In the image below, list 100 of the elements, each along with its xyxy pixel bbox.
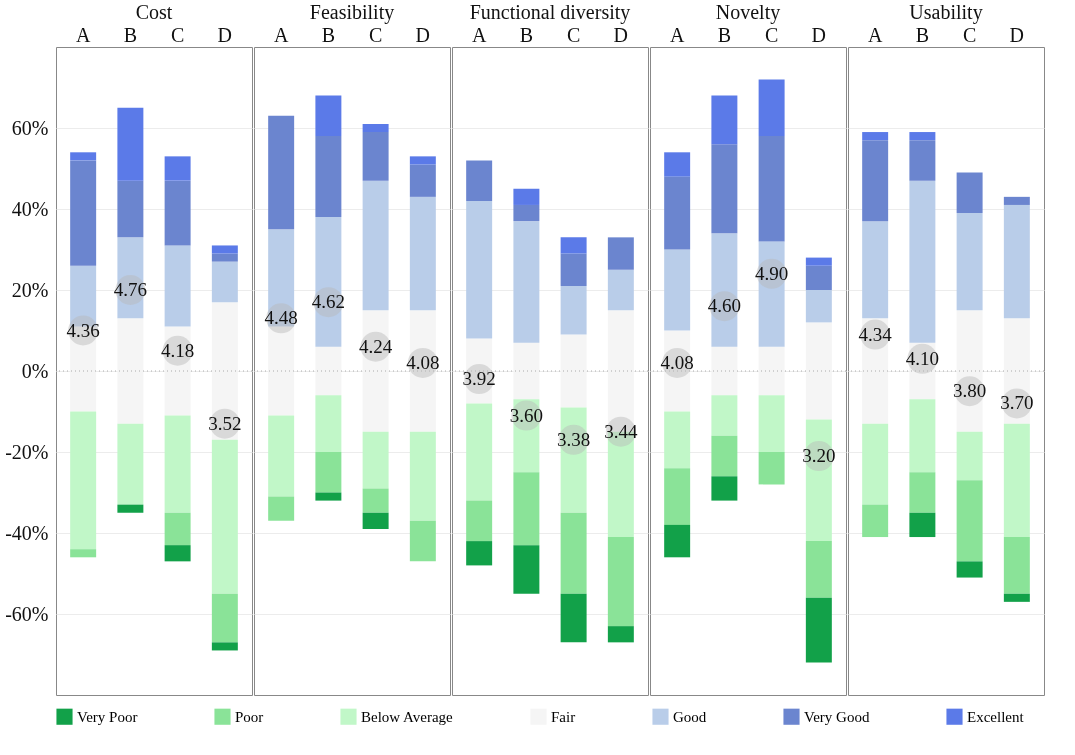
bar bbox=[805, 541, 832, 598]
bar bbox=[956, 172, 983, 214]
chart-title: Usability bbox=[909, 1, 983, 24]
bar bbox=[909, 132, 936, 141]
bar bbox=[664, 411, 691, 469]
bar bbox=[362, 180, 389, 311]
bar bbox=[560, 512, 587, 594]
x-tick-label: A bbox=[669, 23, 685, 46]
bar bbox=[664, 249, 691, 331]
bar bbox=[362, 132, 389, 181]
x-tick-label: B bbox=[519, 23, 534, 46]
bar bbox=[758, 79, 785, 137]
bar bbox=[466, 541, 493, 566]
bar bbox=[362, 431, 389, 489]
bar bbox=[1003, 593, 1030, 602]
bar bbox=[362, 512, 389, 529]
bar bbox=[956, 431, 983, 481]
bar bbox=[560, 593, 587, 643]
bar bbox=[607, 537, 634, 627]
bar bbox=[466, 403, 493, 501]
bar bbox=[909, 140, 936, 181]
bar bbox=[1003, 204, 1030, 319]
bar bbox=[211, 245, 238, 254]
bar bbox=[409, 156, 436, 165]
x-tick-label: B bbox=[321, 23, 336, 46]
x-tick-label: C bbox=[170, 23, 185, 46]
annotation: 4.24 bbox=[358, 335, 393, 357]
bar bbox=[664, 468, 691, 525]
bar bbox=[805, 290, 832, 323]
bar bbox=[909, 399, 936, 473]
bar bbox=[70, 152, 97, 161]
bar bbox=[758, 136, 785, 242]
bar bbox=[211, 642, 238, 651]
bar bbox=[70, 411, 97, 550]
bar bbox=[211, 593, 238, 643]
bar bbox=[758, 452, 785, 485]
bar bbox=[362, 123, 389, 133]
bar bbox=[466, 500, 493, 542]
bar bbox=[1003, 423, 1030, 538]
bar bbox=[805, 597, 832, 663]
annotation: 3.70 bbox=[1000, 392, 1034, 414]
legend-label: Good bbox=[673, 708, 707, 725]
bar bbox=[409, 164, 436, 197]
chart-title: Cost bbox=[135, 1, 173, 23]
bar bbox=[909, 472, 936, 513]
y-tick-label: -40% bbox=[5, 521, 49, 544]
bar bbox=[711, 144, 738, 234]
bar bbox=[513, 204, 540, 222]
y-tick-label: 20% bbox=[11, 278, 49, 301]
chart-title: Novelty bbox=[715, 1, 781, 24]
legend-label: Very Good bbox=[804, 708, 870, 725]
bar bbox=[909, 512, 936, 538]
y-tick-label: 60% bbox=[11, 116, 49, 139]
chart-title: Feasibility bbox=[309, 1, 395, 24]
bar bbox=[956, 213, 983, 311]
x-tick-label: D bbox=[415, 23, 431, 46]
x-tick-label: C bbox=[764, 23, 779, 46]
bar bbox=[513, 545, 540, 594]
bar bbox=[1003, 537, 1030, 594]
bar bbox=[315, 95, 342, 137]
bar bbox=[466, 200, 493, 339]
x-tick-label: A bbox=[75, 23, 91, 46]
bar bbox=[711, 476, 738, 501]
bar bbox=[117, 107, 144, 181]
bar bbox=[758, 395, 785, 452]
annotation: 4.08 bbox=[406, 351, 440, 373]
bar bbox=[607, 269, 634, 311]
y-tick-label: 0% bbox=[21, 359, 49, 382]
x-tick-label: B bbox=[123, 23, 138, 46]
bar bbox=[315, 395, 342, 452]
annotation: 4.36 bbox=[66, 319, 100, 341]
bar bbox=[664, 152, 691, 177]
annotation: 4.10 bbox=[905, 347, 940, 369]
bar bbox=[315, 136, 342, 218]
bar bbox=[117, 504, 144, 513]
x-tick-label: D bbox=[1009, 23, 1025, 46]
bar bbox=[211, 261, 238, 303]
legend-label: Fair bbox=[551, 708, 576, 725]
bar bbox=[409, 196, 436, 311]
annotation: 4.90 bbox=[754, 262, 789, 284]
bar bbox=[560, 253, 587, 286]
annotation: 3.92 bbox=[462, 368, 496, 390]
bar bbox=[164, 415, 191, 513]
bar bbox=[956, 480, 983, 562]
bar bbox=[862, 140, 889, 222]
x-tick-label: A bbox=[273, 23, 289, 46]
bar bbox=[117, 423, 144, 505]
bar bbox=[70, 160, 97, 266]
bar bbox=[70, 549, 97, 558]
bar bbox=[862, 132, 889, 141]
bar bbox=[956, 561, 983, 578]
bar bbox=[664, 176, 691, 250]
bar bbox=[607, 237, 634, 270]
bar bbox=[513, 188, 540, 205]
bar bbox=[909, 180, 936, 343]
bar bbox=[513, 221, 540, 343]
annotation: 3.52 bbox=[208, 412, 242, 434]
bar bbox=[164, 180, 191, 246]
bar bbox=[315, 492, 342, 501]
bar bbox=[711, 395, 738, 436]
